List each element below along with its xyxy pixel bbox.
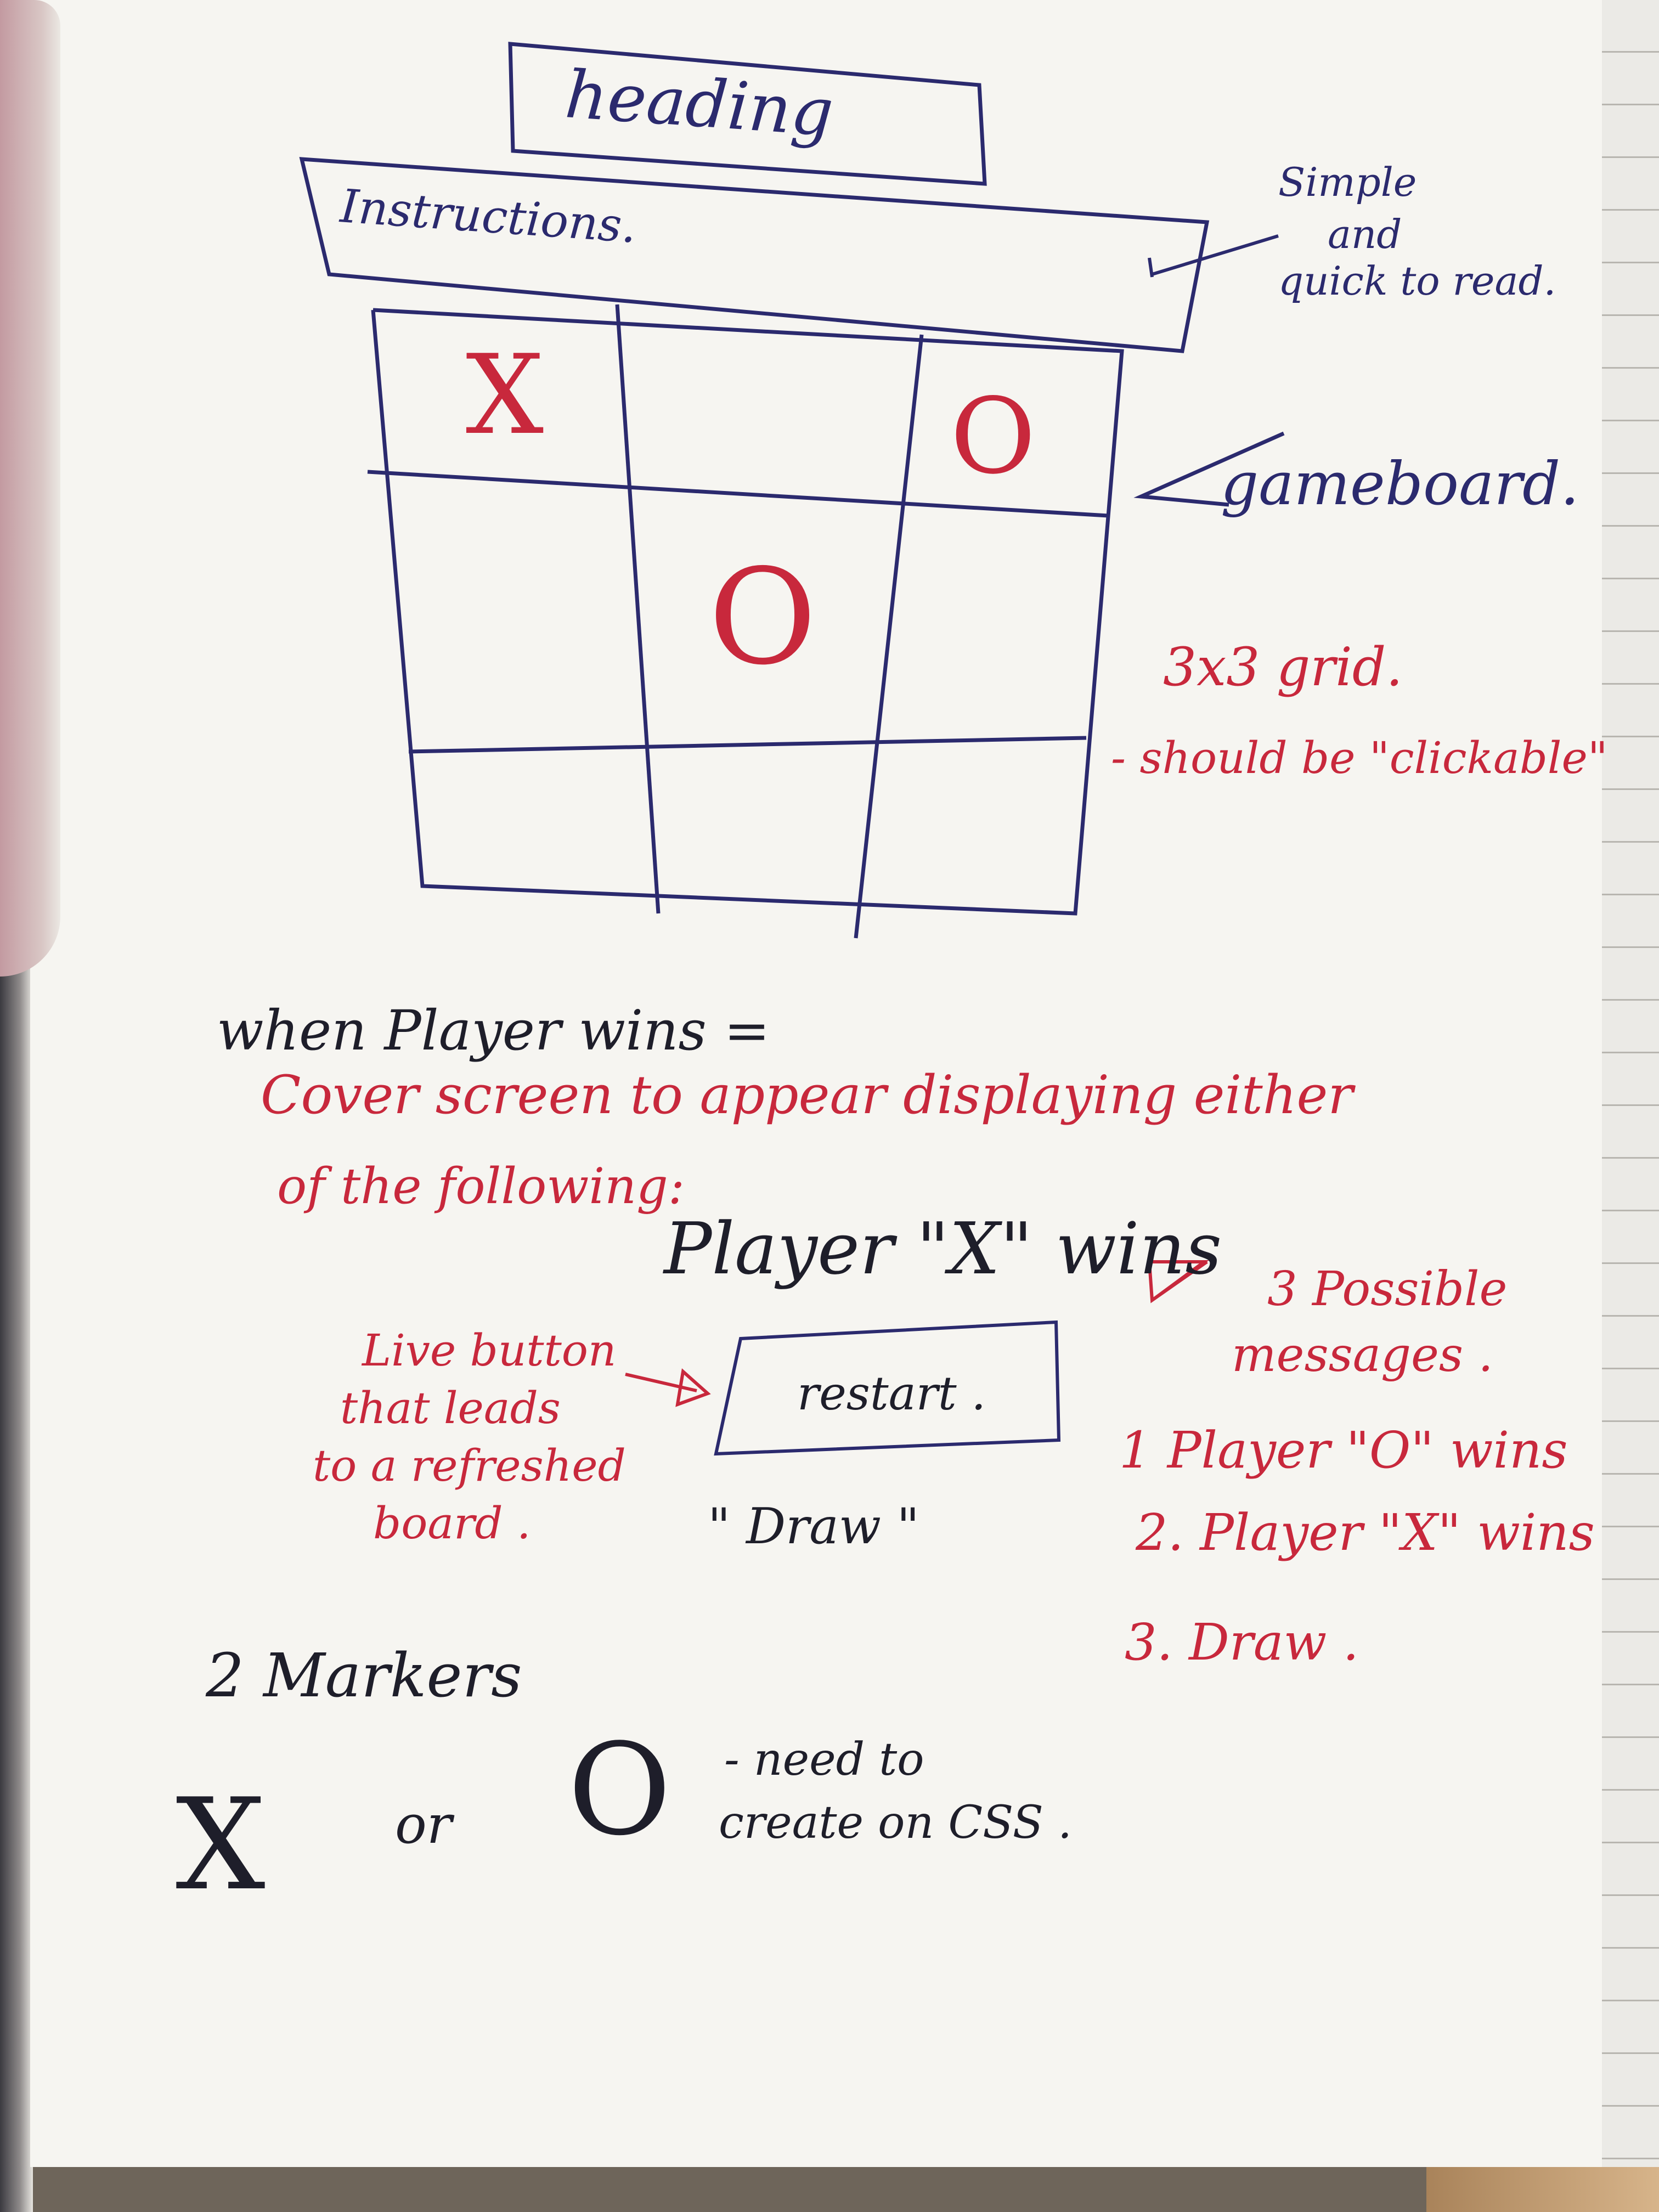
board-cell-7[interactable] <box>422 757 653 883</box>
board-cell-8[interactable] <box>658 757 856 889</box>
board-cell-2[interactable] <box>625 329 911 488</box>
lined-notebook-edge <box>1602 0 1659 2167</box>
heading-box-outline <box>508 42 987 186</box>
win-line2: Cover screen to appear displaying either <box>261 1064 1353 1126</box>
board-cell-3[interactable]: O <box>950 375 1036 497</box>
grid-line-h2 <box>408 736 1087 754</box>
restart-box-outline <box>714 1320 1061 1456</box>
gameboard-arrow <box>1133 431 1285 507</box>
grid-line-v2 <box>854 334 924 939</box>
markers-note-line1: - need to <box>724 1734 924 1786</box>
markers-note-line2: create on CSS . <box>719 1797 1073 1849</box>
win-line1: when Player wins = <box>217 998 770 1063</box>
marker-o: O <box>568 1717 672 1864</box>
messages-title-line1: 3 Possible <box>1267 1262 1508 1317</box>
thumb <box>0 0 60 977</box>
message-item-2: 2. Player "X" wins <box>1136 1503 1595 1562</box>
instructions-note-line2: and <box>1328 211 1402 257</box>
markers-or: or <box>395 1794 452 1855</box>
grid-note-line1: 3x3 grid. <box>1163 636 1403 698</box>
wooden-table <box>1426 2167 1659 2212</box>
board-cell-5[interactable]: O <box>708 540 817 694</box>
grid-note-line2: - should be "clickable" <box>1111 732 1608 783</box>
win-line3: of the following: <box>277 1158 685 1215</box>
button-note-line2: that leads <box>340 1383 561 1434</box>
sketch-paper <box>30 0 1659 2167</box>
board-cell-4[interactable] <box>384 483 620 741</box>
messages-title-line2: messages . <box>1232 1328 1493 1383</box>
marker-x: X <box>176 1772 266 1918</box>
board-cell-1[interactable]: X <box>465 331 544 459</box>
win-message: Player "X" wins <box>664 1207 1222 1290</box>
instructions-pointer-line <box>1152 234 1279 276</box>
button-note-line1: Live button <box>362 1325 617 1376</box>
board-cell-6[interactable] <box>889 516 1086 735</box>
button-note-arrow <box>625 1373 697 1392</box>
draw-label: " Draw " <box>708 1498 919 1555</box>
message-item-1: 1 Player "O" wins <box>1119 1421 1568 1480</box>
markers-title: 2 Markers <box>206 1640 522 1711</box>
grid-line-v1 <box>615 304 661 914</box>
button-note-line4: board . <box>373 1498 531 1549</box>
grid-line-h1 <box>367 470 1109 518</box>
grid-outline <box>371 308 1124 916</box>
message-item-3: 3. Draw . <box>1125 1613 1359 1672</box>
instructions-note-line3: quick to read. <box>1278 258 1556 304</box>
instructions-note-line1: Simple <box>1278 159 1417 205</box>
instructions-box-outline <box>299 157 1210 353</box>
board-cell-9[interactable] <box>861 752 1075 894</box>
messages-arrow <box>1147 1260 1210 1304</box>
gameboard-label: gameboard. <box>1221 450 1579 518</box>
restart-button[interactable]: restart . <box>797 1367 986 1420</box>
button-note-line3: to a refreshed <box>313 1440 626 1491</box>
